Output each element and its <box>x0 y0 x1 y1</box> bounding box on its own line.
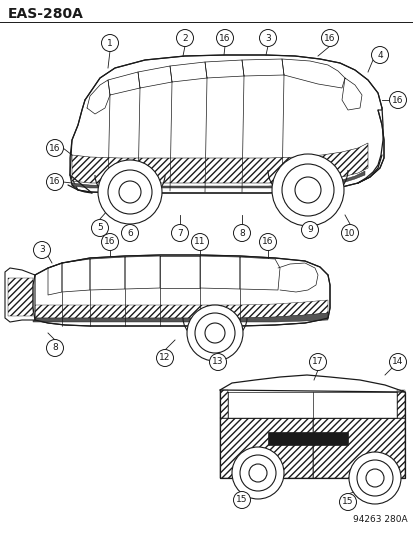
Text: 7: 7 <box>177 229 183 238</box>
Circle shape <box>321 29 338 46</box>
Text: 16: 16 <box>49 143 61 152</box>
Text: 16: 16 <box>104 238 116 246</box>
Circle shape <box>233 491 250 508</box>
Circle shape <box>91 220 108 237</box>
Text: 16: 16 <box>323 34 335 43</box>
Circle shape <box>248 464 266 482</box>
Circle shape <box>195 313 235 353</box>
Text: 12: 12 <box>159 353 170 362</box>
Circle shape <box>240 455 275 491</box>
Polygon shape <box>312 418 404 478</box>
Polygon shape <box>33 300 327 318</box>
Polygon shape <box>72 171 364 188</box>
Circle shape <box>98 160 161 224</box>
Text: 14: 14 <box>392 358 403 367</box>
Text: 13: 13 <box>212 358 223 367</box>
Text: 17: 17 <box>311 358 323 367</box>
Text: 16: 16 <box>219 34 230 43</box>
Polygon shape <box>5 268 35 322</box>
Circle shape <box>348 452 400 504</box>
Polygon shape <box>72 143 367 183</box>
Polygon shape <box>70 55 383 193</box>
Text: 94263 280A: 94263 280A <box>353 515 407 524</box>
Text: 5: 5 <box>97 223 102 232</box>
Polygon shape <box>267 432 347 445</box>
Circle shape <box>301 222 318 238</box>
Circle shape <box>339 494 356 511</box>
Circle shape <box>389 353 406 370</box>
Polygon shape <box>33 313 327 322</box>
Circle shape <box>156 350 173 367</box>
Polygon shape <box>33 255 329 326</box>
Circle shape <box>209 353 226 370</box>
Circle shape <box>370 46 387 63</box>
Text: 8: 8 <box>52 343 58 352</box>
Circle shape <box>341 224 358 241</box>
Text: 15: 15 <box>236 496 247 505</box>
Polygon shape <box>8 278 33 316</box>
Circle shape <box>259 233 276 251</box>
Circle shape <box>204 323 224 343</box>
Text: 6: 6 <box>127 229 133 238</box>
Circle shape <box>46 340 63 357</box>
Text: EAS-280A: EAS-280A <box>8 7 84 21</box>
Circle shape <box>191 233 208 251</box>
Circle shape <box>259 29 276 46</box>
Text: 3: 3 <box>264 34 270 43</box>
Text: 11: 11 <box>194 238 205 246</box>
Circle shape <box>101 233 118 251</box>
Circle shape <box>121 224 138 241</box>
Polygon shape <box>219 418 312 478</box>
Text: 8: 8 <box>239 229 244 238</box>
Text: 2: 2 <box>182 34 188 43</box>
Text: 16: 16 <box>261 238 273 246</box>
Circle shape <box>46 140 63 157</box>
Text: 16: 16 <box>391 95 403 104</box>
Circle shape <box>356 460 392 496</box>
Text: 4: 4 <box>376 51 382 60</box>
Polygon shape <box>396 390 404 418</box>
Text: 16: 16 <box>49 177 61 187</box>
Circle shape <box>176 29 193 46</box>
Circle shape <box>233 224 250 241</box>
Polygon shape <box>219 390 228 418</box>
Circle shape <box>281 164 333 216</box>
Circle shape <box>46 174 63 190</box>
Text: 9: 9 <box>306 225 312 235</box>
Circle shape <box>271 154 343 226</box>
Text: 3: 3 <box>39 246 45 254</box>
Circle shape <box>108 170 152 214</box>
Circle shape <box>101 35 118 52</box>
Circle shape <box>216 29 233 46</box>
Text: 15: 15 <box>342 497 353 506</box>
Text: 1: 1 <box>107 38 113 47</box>
Circle shape <box>365 469 383 487</box>
Circle shape <box>33 241 50 259</box>
Circle shape <box>119 181 141 203</box>
Circle shape <box>389 92 406 109</box>
Circle shape <box>309 353 326 370</box>
Circle shape <box>294 177 320 203</box>
Circle shape <box>171 224 188 241</box>
Circle shape <box>187 305 242 361</box>
Circle shape <box>231 447 283 499</box>
Text: 10: 10 <box>344 229 355 238</box>
